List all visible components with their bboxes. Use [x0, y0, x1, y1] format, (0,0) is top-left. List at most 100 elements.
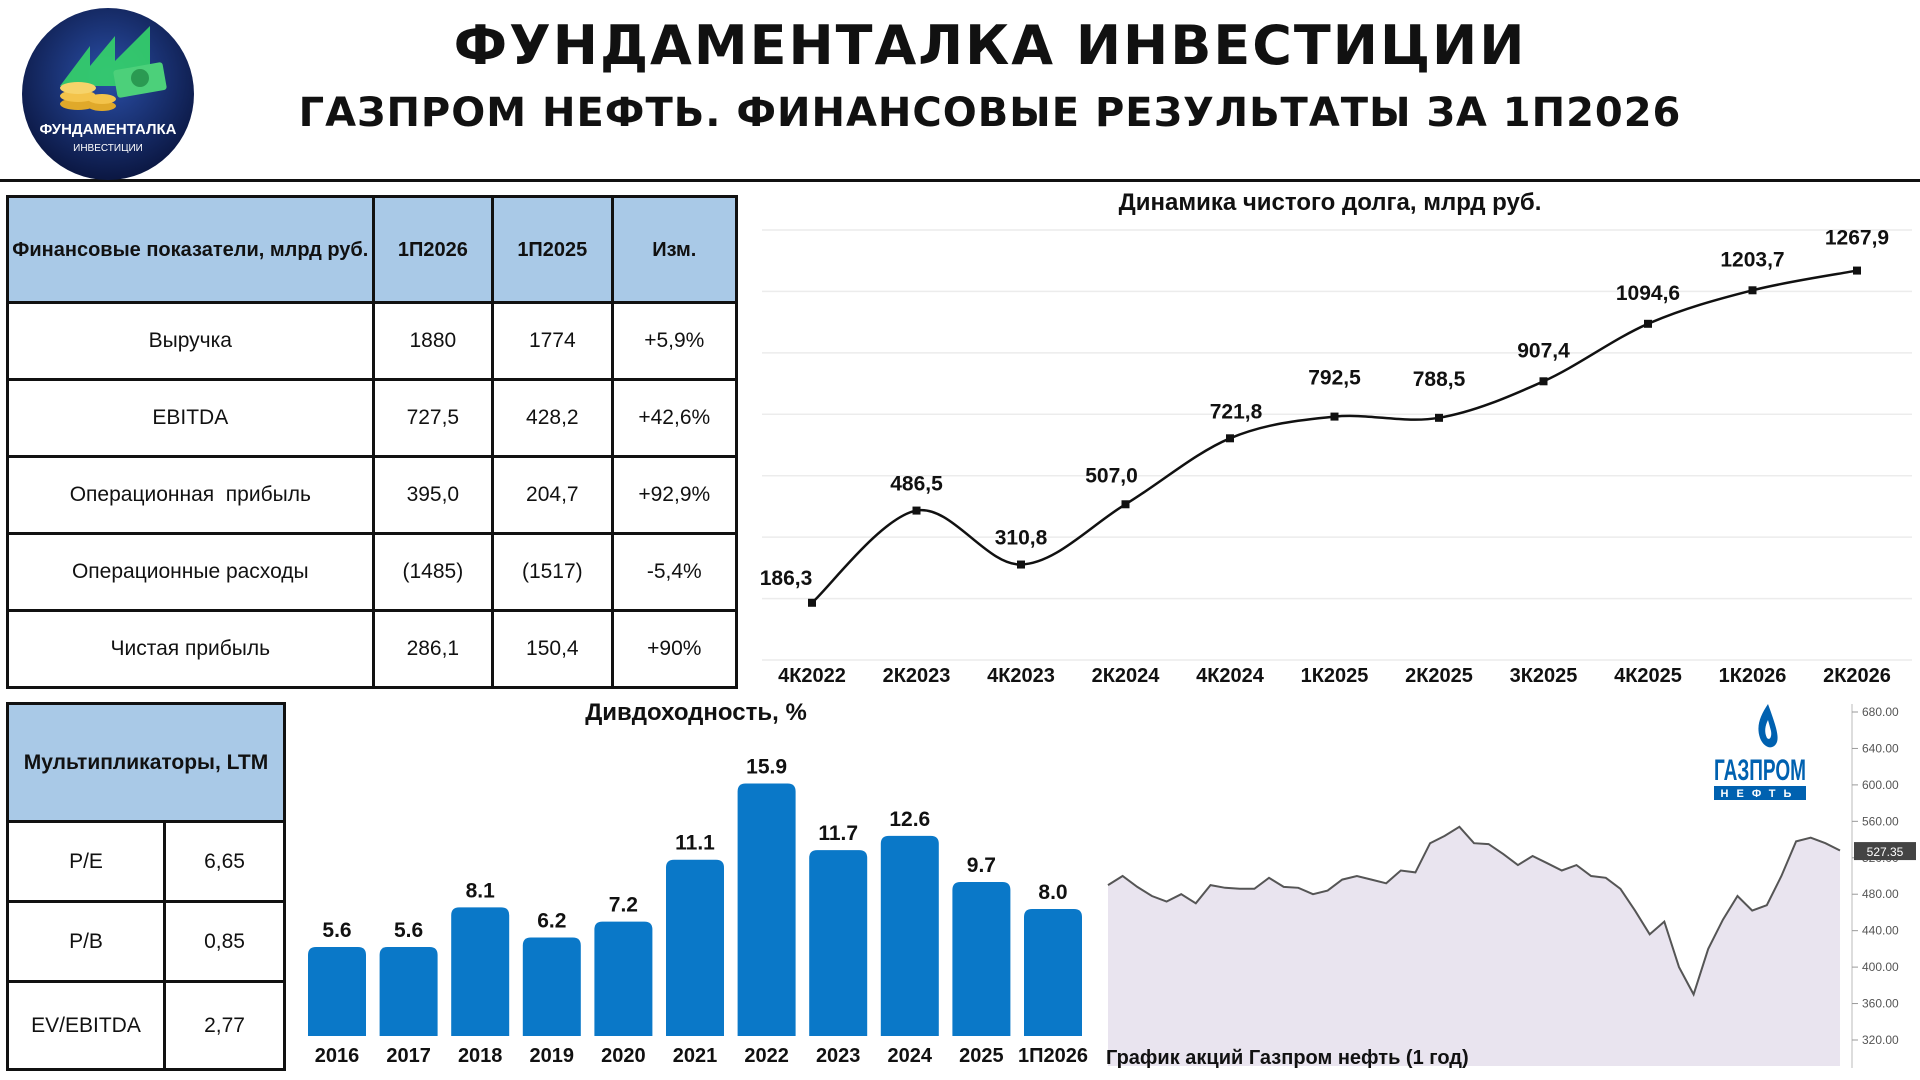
multipliers-header-row: Мультипликаторы, LTM	[6, 702, 286, 823]
dividend-x-tick: 2019	[530, 1045, 575, 1067]
net-debt-data-label: 907,4	[1517, 339, 1570, 362]
net-debt-data-label: 507,0	[1085, 464, 1138, 487]
net-debt-x-tick: 4К2023	[987, 665, 1055, 687]
net-debt-point	[1121, 500, 1130, 509]
gazprom-brand-sub-bg	[1714, 786, 1806, 800]
dividend-data-label: 5.6	[322, 919, 351, 942]
dividend-bar	[451, 907, 510, 1036]
table-cell: EV/EBITDA	[6, 980, 166, 1071]
stock-y-tick: 480.00	[1862, 887, 1899, 901]
table-cell: 1880	[371, 301, 495, 381]
dividend-yield-chart-title: Дивдоходность, %	[585, 699, 807, 726]
stock-y-tick: 320.00	[1862, 1033, 1899, 1047]
table-row: EV/EBITDA 2,77	[6, 980, 286, 1071]
dividend-data-label: 15.9	[746, 755, 787, 778]
table-cell: 1774	[491, 301, 614, 381]
net-debt-data-label: 721,8	[1210, 400, 1263, 423]
net-debt-data-label: 792,5	[1308, 367, 1361, 390]
stock-y-tick: 400.00	[1862, 960, 1899, 974]
table-cell: 727,5	[371, 378, 495, 458]
net-debt-point	[1330, 412, 1339, 421]
header: ФУНДАМЕНТАЛКА ИНВЕСТИЦИИ ФУНДАМЕНТАЛКА И…	[0, 0, 1920, 182]
table-cell: Операционные расходы	[6, 532, 375, 612]
financials-header-cell: Финансовые показатели, млрд руб.	[6, 195, 375, 304]
net-debt-point	[808, 598, 816, 607]
stock-price-line	[1107, 825, 1841, 997]
net-debt-data-label: 788,5	[1413, 368, 1466, 391]
dividend-data-label: 8.1	[466, 879, 496, 902]
stock-y-tick: 440.00	[1862, 924, 1899, 938]
table-cell: -5,4%	[610, 532, 739, 612]
table-cell: 428,2	[491, 378, 614, 458]
net-debt-point	[1017, 560, 1025, 569]
net-debt-chart-title: Динамика чистого долга, млрд руб.	[1119, 190, 1542, 216]
dividend-data-label: 11.7	[818, 822, 858, 845]
net-debt-data-label: 486,5	[890, 473, 943, 496]
page-title: ФУНДАМЕНТАЛКА ИНВЕСТИЦИИ	[453, 14, 1527, 77]
page-subtitle: ГАЗПРОМ НЕФТЬ. ФИНАНСОВЫЕ РЕЗУЛЬТАТЫ ЗА …	[298, 90, 1682, 136]
financials-header-cell: 1П2026	[371, 195, 495, 304]
table-row: Выручка 1880 1774 +5,9%	[6, 301, 739, 381]
dividend-yield-chart: Дивдоходность, % 5.6 5.6 8.1 6.2 7.2 11.1 15.9…	[308, 699, 1088, 1067]
net-debt-chart: Динамика чистого долга, млрд руб. 186,3 4…	[760, 190, 1912, 687]
dividend-bar	[952, 881, 1011, 1036]
table-cell: (1485)	[371, 532, 495, 612]
dividend-x-tick: 2024	[888, 1045, 933, 1067]
net-debt-data-label: 1203,7	[1720, 248, 1784, 271]
stock-y-tick: 600.00	[1862, 778, 1899, 792]
financials-header-cell: 1П2025	[491, 195, 614, 304]
brand-logo-icon: ФУНДАМЕНТАЛКА ИНВЕСТИЦИИ	[22, 8, 194, 180]
net-debt-x-tick: 2К2025	[1405, 665, 1473, 687]
dividend-bar	[737, 783, 796, 1036]
table-cell: 6,65	[163, 820, 286, 903]
net-debt-point	[1435, 413, 1443, 422]
dividend-x-tick: 2021	[673, 1045, 718, 1067]
table-cell: 286,1	[371, 609, 495, 689]
gazprom-brand-name: ГАЗПРОМ	[1714, 754, 1806, 787]
net-debt-point	[912, 506, 921, 515]
table-cell: EBITDA	[6, 378, 375, 458]
dividend-x-tick: 2025	[959, 1045, 1004, 1067]
gazprom-neft-logo-icon: ГАЗПРОМ НЕФТЬ	[1714, 704, 1806, 800]
dividend-bar	[379, 947, 438, 1036]
net-debt-x-tick: 2К2026	[1823, 665, 1891, 687]
net-debt-point	[1748, 286, 1757, 295]
dividend-x-tick: 2016	[315, 1045, 360, 1067]
table-cell: Выручка	[6, 301, 375, 381]
dividend-data-label: 11.1	[675, 832, 715, 855]
multipliers-table: Мультипликаторы, LTM P/E 6,65 P/B 0,85 E…	[6, 702, 286, 1071]
stock-y-tick: 560.00	[1862, 814, 1899, 828]
financials-header-cell: Изм.	[610, 195, 739, 304]
table-cell: 2,77	[163, 980, 286, 1071]
table-row: P/B 0,85	[6, 900, 286, 983]
net-debt-point	[1644, 319, 1652, 328]
dividend-data-label: 6.2	[537, 910, 566, 933]
dividend-x-tick: 2022	[744, 1045, 789, 1067]
table-cell: (1517)	[491, 532, 614, 612]
table-row: Чистая прибыль 286,1 150,4 +90%	[6, 609, 739, 689]
multipliers-header-cell: Мультипликаторы, LTM	[6, 702, 286, 823]
table-cell: 150,4	[491, 609, 614, 689]
dividend-data-label: 5.6	[394, 919, 423, 942]
dividend-bar	[809, 850, 868, 1036]
financials-header-row: Финансовые показатели, млрд руб. 1П2026 …	[6, 195, 739, 304]
net-debt-point	[1226, 434, 1234, 443]
stock-price-chart: 680.00640.00600.00560.00520.00480.00440.…	[1106, 700, 1916, 1069]
net-debt-x-tick: 4К2022	[778, 665, 846, 687]
dividend-bar	[594, 921, 653, 1036]
net-debt-data-label: 1267,9	[1825, 227, 1889, 250]
table-cell: +90%	[610, 609, 739, 689]
net-debt-data-label: 1094,6	[1616, 282, 1680, 305]
dividend-x-tick: 2017	[386, 1045, 431, 1067]
dividend-data-label: 9.7	[967, 854, 996, 877]
net-debt-x-tick: 2К2024	[1092, 665, 1161, 687]
stock-area-fill	[1108, 826, 1840, 1066]
dividend-data-label: 7.2	[609, 894, 638, 917]
net-debt-data-label: 186,3	[760, 567, 813, 590]
dividend-data-label: 12.6	[889, 808, 930, 831]
table-cell: 204,7	[491, 455, 614, 535]
logo-subtext: ИНВЕСТИЦИИ	[73, 143, 143, 154]
net-debt-x-tick: 4К2025	[1614, 665, 1682, 687]
dividend-x-tick: 2018	[458, 1045, 503, 1067]
logo-text: ФУНДАМЕНТАЛКА	[40, 121, 177, 138]
